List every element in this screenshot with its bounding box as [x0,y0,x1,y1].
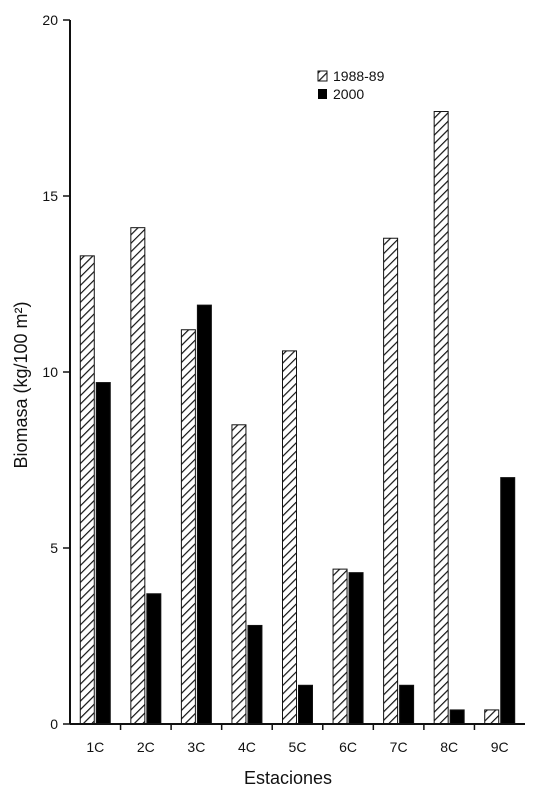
y-tick-label-0: 0 [50,716,58,732]
x-tick-label-2C: 2C [137,739,155,755]
bar-1988-89-5C [282,350,297,725]
x-tick-label-6C: 6C [339,739,357,755]
bar-2000-7C [399,684,415,725]
bar-1988-89-7C [383,237,399,725]
x-tick-label-8C: 8C [440,739,458,755]
bar-2000-3C [196,304,212,725]
legend-label-1988-89: 1988-89 [333,68,385,84]
bar-1988-89-1C [79,255,95,725]
bar-1988-89-8C [433,111,449,725]
bar-2000-9C [500,477,516,725]
x-tick-label-7C: 7C [390,739,408,755]
legend-label-2000: 2000 [333,86,364,102]
bar-1988-89-4C [231,424,247,725]
bar-1988-89-3C [180,329,196,725]
y-tick-label-20: 20 [42,12,58,28]
x-tick-label-4C: 4C [238,739,256,755]
bar-2000-8C [449,709,465,725]
y-tick-label-15: 15 [42,188,58,204]
x-tick-label-1C: 1C [86,739,104,755]
y-tick-label-5: 5 [50,540,58,556]
x-tick-label-9C: 9C [491,739,509,755]
bar-2000-5C [298,684,313,725]
bars-group [79,111,516,725]
bar-2000-6C [348,572,364,725]
bar-1988-89-2C [130,227,146,725]
y-axis-title: Biomasa (kg/100 m²) [11,301,31,468]
legend-swatch-1988-89 [317,70,328,82]
legend-swatch-2000 [318,89,327,99]
bar-2000-2C [146,593,162,725]
bar-2000-4C [247,624,263,725]
bar-1988-89-6C [332,568,348,725]
bar-1988-89-9C [484,709,500,725]
x-tick-label-5C: 5C [289,739,307,755]
legend: 1988-89 2000 [317,68,385,102]
x-axis-title: Estaciones [244,768,332,788]
ticks-group: 0 5 10 15 20 1C 2C 3C 4C 5C 6C 7C 8C 9C [42,12,508,755]
bar-2000-1C [95,382,111,725]
y-tick-label-10: 10 [42,364,58,380]
x-tick-label-3C: 3C [187,739,205,755]
